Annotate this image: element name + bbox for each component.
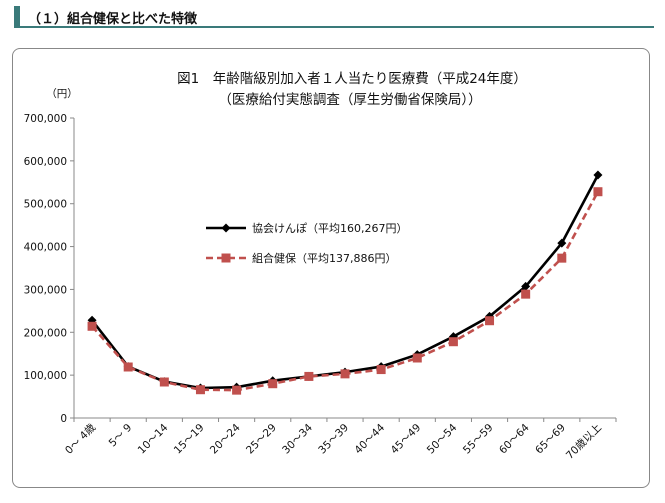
legend-label: 協会けんぽ（平均160,267円） — [252, 222, 408, 235]
y-tick-label: 500,000 — [24, 199, 67, 211]
data-point — [87, 321, 97, 331]
y-tick-label: 100,000 — [24, 370, 67, 382]
y-tick-label: 600,000 — [24, 156, 67, 168]
x-tick-label: 45～49 — [389, 422, 424, 457]
x-tick-label: 25～29 — [244, 422, 279, 457]
data-point — [521, 289, 531, 299]
data-point — [485, 316, 495, 326]
data-point — [268, 379, 278, 389]
data-point — [448, 337, 458, 347]
x-tick-label: 35～39 — [316, 422, 351, 457]
x-tick-label: 50～54 — [425, 421, 460, 456]
x-tick-label: 10～14 — [136, 421, 171, 456]
data-point — [195, 385, 205, 395]
x-tick-label: 20～24 — [208, 421, 243, 456]
x-tick-label: 60～64 — [497, 421, 532, 456]
legend-marker — [221, 253, 231, 263]
y-axis-label: （円） — [46, 88, 78, 100]
x-tick-label: 65～69 — [533, 422, 568, 457]
x-tick-label: 70歳以上 — [564, 422, 604, 462]
data-point — [232, 385, 242, 395]
legend-marker — [221, 223, 231, 233]
data-point — [376, 365, 386, 375]
data-point — [593, 170, 603, 180]
x-tick-label: 55～59 — [461, 422, 496, 457]
x-tick-label: 30～34 — [280, 421, 315, 456]
x-tick-label: 15～19 — [172, 422, 207, 457]
data-point — [593, 187, 603, 197]
data-point — [412, 353, 422, 363]
chart-frame — [12, 48, 650, 488]
data-point — [557, 238, 567, 248]
legend-label: 組合健保（平均137,886円） — [252, 251, 397, 265]
y-tick-label: 400,000 — [24, 242, 67, 254]
data-point — [123, 362, 133, 372]
y-tick-label: 700,000 — [24, 113, 67, 125]
series-line-0 — [91, 174, 600, 390]
x-tick-label: 40～44 — [352, 421, 387, 456]
x-tick-label: 5～ 9 — [107, 422, 135, 450]
chart-title: 図1 年齢階級別加入者１人当たり医療費（平成24年度） — [177, 70, 527, 87]
data-point — [521, 281, 531, 291]
chart-subtitle: （医療給付実態調査（厚生労働省保険局）） — [218, 91, 481, 108]
y-tick-label: 300,000 — [24, 284, 67, 296]
data-point — [557, 253, 567, 263]
y-tick-label: 0 — [60, 413, 67, 425]
data-point — [340, 369, 350, 379]
section-header: （１）組合健保と比べた特徴 — [14, 6, 654, 28]
section-title: （１）組合健保と比べた特徴 — [28, 12, 198, 27]
data-point — [304, 371, 314, 381]
data-point — [159, 377, 169, 387]
y-tick-label: 200,000 — [24, 327, 67, 339]
x-tick-label: 0～ 4歳 — [63, 421, 98, 456]
